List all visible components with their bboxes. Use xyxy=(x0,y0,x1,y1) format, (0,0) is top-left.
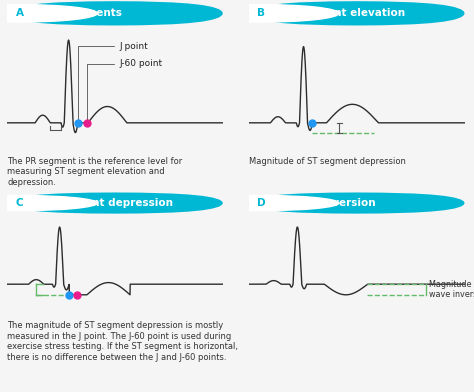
Text: The PR segment is the reference level for
measuring ST segment elevation and
dep: The PR segment is the reference level fo… xyxy=(7,157,182,187)
FancyBboxPatch shape xyxy=(7,192,223,214)
Text: A: A xyxy=(16,8,24,18)
Text: J point: J point xyxy=(78,42,148,120)
Text: J-60 point: J-60 point xyxy=(87,59,163,120)
Circle shape xyxy=(0,196,97,211)
Text: C: C xyxy=(16,198,23,208)
Circle shape xyxy=(184,196,339,211)
FancyBboxPatch shape xyxy=(249,192,465,214)
Text: D: D xyxy=(257,198,265,208)
Circle shape xyxy=(184,5,339,22)
Text: ST segment elevation: ST segment elevation xyxy=(277,8,405,18)
FancyBboxPatch shape xyxy=(249,1,465,25)
Text: Magnitude of T-
wave inversion: Magnitude of T- wave inversion xyxy=(429,280,474,299)
FancyBboxPatch shape xyxy=(7,1,223,25)
Text: ST segment depression: ST segment depression xyxy=(35,198,173,208)
Text: Measurements: Measurements xyxy=(35,8,122,18)
Text: The magnitude of ST segment depression is mostly
measured in the J point. The J-: The magnitude of ST segment depression i… xyxy=(7,321,238,362)
Text: Magnitude of ST segment depression: Magnitude of ST segment depression xyxy=(249,157,406,166)
Circle shape xyxy=(0,5,97,22)
Text: T-wave inversion: T-wave inversion xyxy=(277,198,375,208)
Text: B: B xyxy=(257,8,265,18)
